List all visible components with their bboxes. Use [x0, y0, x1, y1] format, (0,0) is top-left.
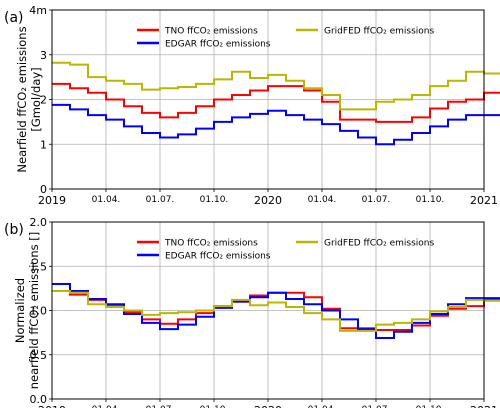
x-tick-label: 01.07.: [146, 195, 175, 205]
x-tick-label: 01.07.: [362, 195, 391, 205]
panel-label: (a): [4, 10, 24, 26]
y-tick-label: 1.0: [30, 305, 48, 318]
legend: TNO ffCO₂ emissions EDGAR ffCO₂ emissions…: [137, 239, 434, 262]
y-tick-label: 4m: [29, 4, 47, 17]
x-tick-label: 01.04.: [308, 405, 337, 408]
y-axis-label-line: Normalized: [13, 278, 27, 343]
x-tick-label: 01.04.: [92, 405, 121, 408]
y-tick-label: 3: [40, 49, 47, 62]
series-line-edgar: [52, 103, 500, 146]
y-tick-label: 1: [40, 138, 47, 151]
y-axis-label: Normalizednearfield ffCO₂ emissions []: [13, 232, 41, 389]
y-tick-label: 2: [40, 94, 47, 107]
y-axis-label-line: Nearfield ffCO₂ emissions: [15, 26, 29, 172]
panel-label: (b): [4, 222, 24, 238]
series-line-gridfed: [52, 61, 500, 111]
legend-label-edgar: EDGAR ffCO₂ emissions: [165, 252, 271, 262]
series-line-tno: [52, 82, 500, 123]
x-tick-label: 01.07.: [146, 405, 175, 408]
x-tick-label: 2019: [38, 194, 66, 207]
x-tick-label: 01.10.: [416, 195, 445, 205]
y-tick-label: 1.5: [30, 260, 48, 273]
y-tick-label: 2.0: [30, 216, 48, 229]
y-axis-label: Nearfield ffCO₂ emissions[Gmol/day]: [15, 26, 43, 172]
legend-label-tno: TNO ffCO₂ emissions: [164, 27, 258, 37]
x-tick-label: 01.04.: [92, 195, 121, 205]
legend: TNO ffCO₂ emissions EDGAR ffCO₂ emissions…: [137, 27, 434, 50]
y-tick-label: 0.5: [30, 349, 48, 362]
x-tick-label: 01.04.: [308, 195, 337, 205]
x-tick-label: 2021: [470, 404, 498, 408]
y-tick-label: 0.0: [30, 393, 48, 406]
x-tick-label: 01.07.: [362, 405, 391, 408]
x-tick-label: 2020: [254, 194, 282, 207]
legend-label-gridfed: GridFED ffCO₂ emissions: [324, 239, 434, 249]
x-tick-label: 01.10.: [416, 405, 445, 408]
y-axis-label-line: [Gmol/day]: [29, 67, 43, 131]
x-tick-label: 01.10.: [200, 405, 229, 408]
x-tick-label: 01.10.: [200, 195, 229, 205]
series-line-gridfed: [52, 290, 500, 332]
y-axis-label-line: nearfield ffCO₂ emissions []: [27, 232, 41, 389]
x-tick-label: 2020: [254, 404, 282, 408]
x-tick-label: 2021: [470, 194, 498, 207]
chart-panel-a: 0 1 2 3 4m 2019 01.04. 01.07. 01.10. 2020 01.04. 01…: [4, 4, 500, 207]
legend-label-edgar: EDGAR ffCO₂ emissions: [165, 40, 271, 50]
legend-label-tno: TNO ffCO₂ emissions: [164, 239, 258, 249]
legend-label-gridfed: GridFED ffCO₂ emissions: [324, 27, 434, 37]
y-tick-label: 0: [40, 183, 47, 196]
x-tick-label: 2019: [38, 404, 66, 408]
chart-panel-b: 0.0 0.5 1.0 1.5 2.0 2019 01.04. 01.07. 01.10. 202…: [4, 216, 500, 408]
